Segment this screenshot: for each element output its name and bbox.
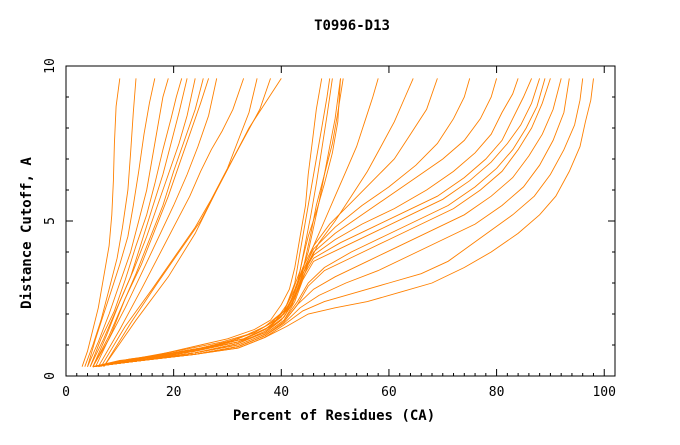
- x-tick-label: 20: [166, 385, 182, 400]
- x-tick-label: 60: [381, 385, 397, 400]
- series-line-2: [84, 78, 137, 367]
- series-line-34: [92, 78, 594, 368]
- series-line-28: [92, 78, 541, 368]
- series-line-8: [92, 78, 204, 367]
- series-line-6: [89, 78, 188, 367]
- series-line-25: [92, 78, 498, 368]
- series-line-12: [100, 78, 258, 367]
- x-axis-ticks: 0 20 40 60 80 100: [62, 66, 616, 400]
- x-tick-label: 0: [62, 385, 70, 400]
- series-line-17: [92, 78, 333, 368]
- series-line-21: [92, 78, 379, 368]
- y-tick-label: 0: [43, 372, 58, 380]
- series-line-11: [97, 78, 245, 367]
- series-line-14: [103, 78, 282, 367]
- series-line-9: [95, 78, 210, 367]
- x-tick-label: 40: [273, 385, 289, 400]
- series-line-5: [89, 78, 183, 367]
- series-line-4: [87, 78, 169, 367]
- y-axis-ticks: 0 5 10: [43, 58, 615, 380]
- y-tick-label: 5: [43, 217, 58, 225]
- series-line-7: [92, 78, 196, 367]
- series-line-16: [92, 78, 331, 368]
- y-tick-label: 10: [43, 58, 58, 74]
- series-line-10: [92, 78, 218, 367]
- series-line-27: [92, 78, 533, 368]
- series-line-1: [81, 78, 121, 367]
- x-tick-label: 100: [592, 385, 615, 400]
- series-line-3: [87, 78, 156, 367]
- series-line-32: [92, 78, 570, 368]
- y-axis-label: Distance Cutoff, A: [19, 157, 35, 309]
- series-line-29: [92, 78, 546, 368]
- series-line-26: [92, 78, 519, 368]
- series-line-30: [92, 78, 551, 368]
- series-line-20: [98, 78, 341, 368]
- x-tick-label: 80: [489, 385, 505, 400]
- chart-title: T0996-D13: [314, 18, 390, 34]
- series-line-23: [92, 78, 438, 368]
- series-line-31: [92, 78, 562, 368]
- x-axis-label: Percent of Residues (CA): [233, 408, 435, 424]
- series-line-22: [92, 78, 414, 368]
- series-lines: [81, 78, 594, 368]
